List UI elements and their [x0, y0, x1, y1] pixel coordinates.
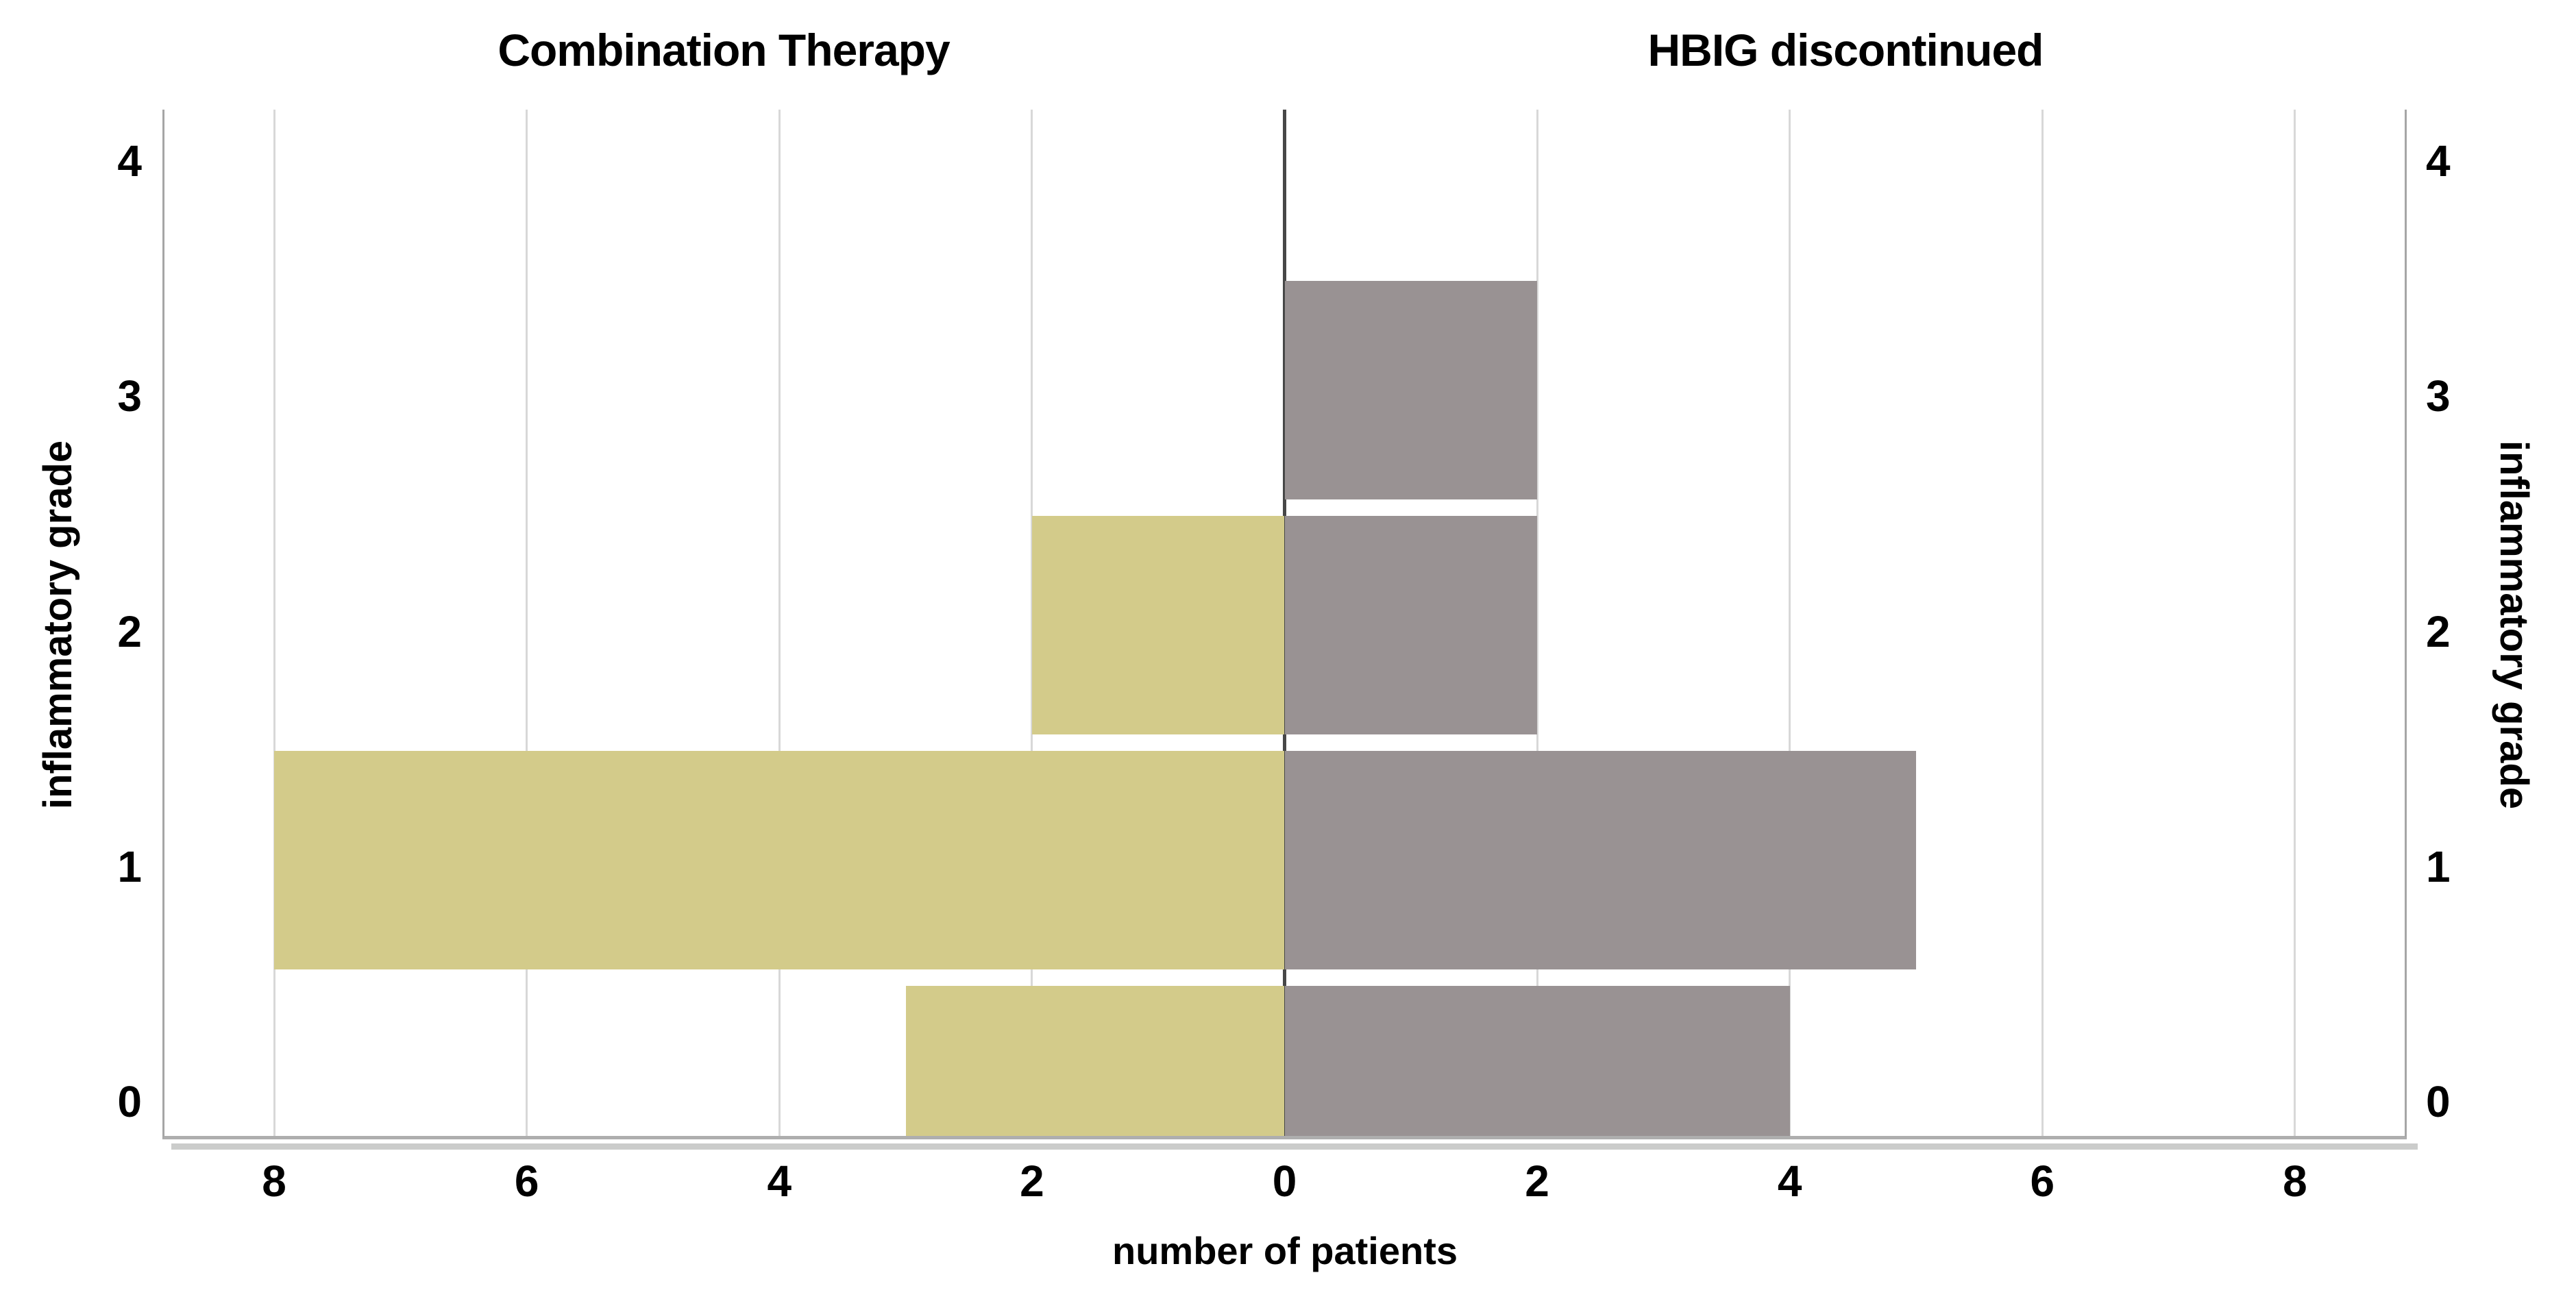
gridline-left-4	[778, 110, 781, 1136]
bar-right-grade-1	[1284, 751, 1916, 970]
bar-right-grade-2	[1284, 515, 1538, 735]
y-tick-left-2: 2	[117, 606, 142, 656]
bar-left-grade-2	[1031, 515, 1285, 735]
x-tick-right-6: 6	[2030, 1156, 2055, 1206]
y-tick-left-3: 3	[117, 371, 142, 421]
x-tick-left-8: 8	[262, 1156, 286, 1206]
x-tick-right-8: 8	[2283, 1156, 2307, 1206]
plot-inner	[164, 110, 2405, 1136]
bar-left-grade-0	[905, 986, 1285, 1136]
y-tick-right-1: 1	[2426, 841, 2451, 891]
x-tick-left-4: 4	[767, 1156, 792, 1206]
right-panel-title: HBIG discontinued	[1647, 25, 2044, 75]
gridline-left-8	[273, 110, 275, 1136]
gridline-right-6	[2041, 110, 2044, 1136]
bar-right-grade-3	[1284, 280, 1538, 499]
y-tick-right-0: 0	[2426, 1077, 2451, 1126]
plot-area	[162, 110, 2407, 1139]
x-tick-left-2: 2	[1020, 1156, 1044, 1206]
bar-right-grade-0	[1284, 986, 1790, 1136]
x-tick-right-2: 2	[1525, 1156, 1549, 1206]
y-tick-left-1: 1	[117, 841, 142, 891]
gridline-right-4	[1789, 110, 1791, 1136]
y-tick-right-2: 2	[2426, 606, 2451, 656]
gridline-left-6	[526, 110, 528, 1136]
x-tick-left-6: 6	[514, 1156, 539, 1206]
x-axis-shadow	[171, 1143, 2418, 1150]
x-axis-label: number of patients	[1112, 1229, 1458, 1272]
x-tick-right-4: 4	[1777, 1156, 1802, 1206]
x-tick-center-0: 0	[1272, 1156, 1297, 1206]
bar-left-grade-1	[274, 751, 1285, 970]
y-tick-left-0: 0	[117, 1077, 142, 1126]
gridline-right-8	[2294, 110, 2296, 1136]
y-tick-left-4: 4	[117, 136, 142, 186]
y-tick-right-4: 4	[2426, 136, 2451, 186]
left-panel-title: Combination Therapy	[498, 25, 950, 75]
y-tick-right-3: 3	[2426, 371, 2451, 421]
gridline-right-2	[1536, 110, 1538, 1136]
